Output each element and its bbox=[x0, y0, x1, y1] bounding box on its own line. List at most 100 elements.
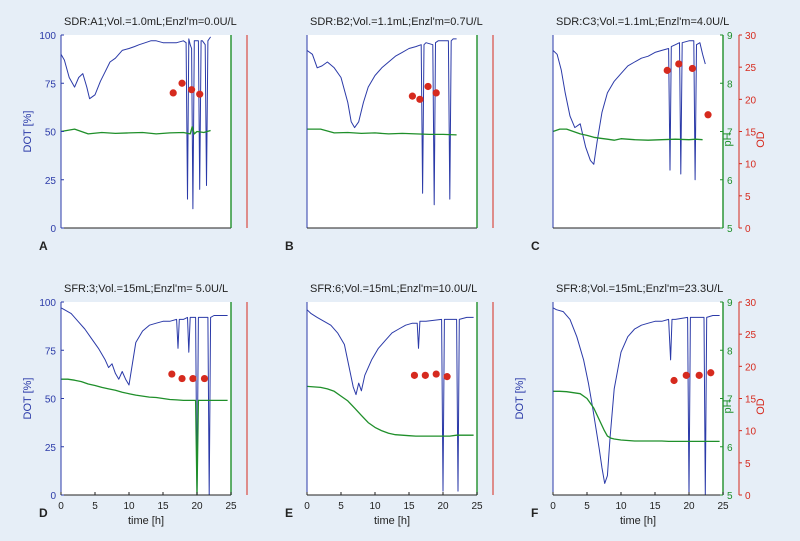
panel-label: B bbox=[285, 239, 294, 253]
ph-axis-label: pH bbox=[722, 132, 734, 146]
y-tick-label: 100 bbox=[39, 31, 56, 42]
panel-b: SDR:B2;Vol.=1.1mL;Enzl'm=0.7U/L B bbox=[285, 16, 494, 253]
panel-title: SDR:C3;Vol.=1.1mL;Enzl'm=4.0U/L bbox=[556, 16, 729, 28]
ph-axis-label: pH bbox=[722, 399, 734, 413]
x-tick-label: 15 bbox=[403, 501, 415, 512]
ph-line bbox=[60, 126, 211, 135]
od-point bbox=[424, 82, 432, 91]
panel-a: SDR:A1;Vol.=1.0mL;Enzl'm=0.0U/L A0 25 50 75 1… bbox=[22, 16, 248, 253]
od-point bbox=[443, 373, 451, 381]
plot-area bbox=[553, 302, 723, 495]
dot-line bbox=[552, 40, 706, 181]
x-axis-label: time [h] bbox=[620, 515, 656, 527]
dot-line bbox=[60, 36, 212, 210]
od-point bbox=[178, 374, 186, 383]
ph-tick-label: 8 bbox=[727, 346, 733, 357]
ph-tick-label: 5 bbox=[727, 491, 733, 502]
od-point bbox=[408, 92, 416, 100]
x-tick-label: 15 bbox=[649, 501, 661, 512]
y-tick-label: 75 bbox=[45, 346, 57, 357]
dot-line bbox=[306, 309, 474, 492]
od-point bbox=[410, 371, 419, 379]
plot-area bbox=[61, 302, 231, 495]
panel-e: SFR:6;Vol.=15mL;Enzl'm=10.0U/L E 0 5 10 15 20 2… bbox=[285, 283, 494, 527]
panel-title: SFR:8;Vol.=15mL;Enzl'm=23.3U/L bbox=[556, 283, 723, 295]
x-tick-label: 5 bbox=[584, 501, 590, 512]
panel-f: SFR:8;Vol.=15mL;Enzl'm=23.3U/L F DOT [%] 0 5… bbox=[514, 283, 767, 527]
plot-area bbox=[553, 35, 723, 228]
od-tick-label: 20 bbox=[745, 362, 757, 373]
od-point bbox=[682, 371, 690, 379]
od-point bbox=[421, 371, 429, 379]
y-tick-label: 50 bbox=[45, 128, 57, 139]
panel-title: SFR:3;Vol.=15mL;Enzl'm= 5.0U/L bbox=[64, 283, 228, 295]
ph-tick-label: 7 bbox=[727, 395, 733, 406]
x-tick-label: 5 bbox=[338, 501, 344, 512]
panel-label: F bbox=[531, 506, 538, 520]
ph-line bbox=[307, 128, 457, 136]
od-point bbox=[196, 90, 204, 98]
panel-title: SFR:6;Vol.=15mL;Enzl'm=10.0U/L bbox=[310, 283, 477, 295]
od-tick-label: 30 bbox=[745, 31, 757, 42]
dot-line bbox=[60, 307, 228, 496]
od-point bbox=[432, 89, 440, 97]
x-tick-label: 15 bbox=[157, 501, 169, 512]
od-point bbox=[200, 374, 209, 383]
x-axis-label: time [h] bbox=[374, 515, 410, 527]
od-tick-label: 10 bbox=[745, 160, 757, 171]
od-point bbox=[416, 95, 424, 103]
y-tick-label: 25 bbox=[45, 176, 57, 187]
y-axis-label: DOT [%] bbox=[514, 378, 526, 420]
od-point bbox=[169, 89, 177, 97]
panel-title: SDR:B2;Vol.=1.1mL;Enzl'm=0.7U/L bbox=[310, 16, 483, 28]
panel-label: A bbox=[39, 239, 48, 253]
od-tick-label: 0 bbox=[745, 491, 751, 502]
od-point bbox=[707, 369, 715, 377]
ph-tick-label: 8 bbox=[727, 79, 733, 90]
od-tick-label: 20 bbox=[745, 95, 757, 106]
x-tick-label: 0 bbox=[550, 501, 556, 512]
panel-label: C bbox=[531, 239, 540, 253]
ph-tick-label: 6 bbox=[727, 176, 733, 187]
ph-line bbox=[553, 390, 720, 443]
od-point bbox=[432, 370, 440, 378]
od-point bbox=[670, 376, 678, 385]
od-axis-label: OD bbox=[755, 398, 767, 415]
y-tick-label: 50 bbox=[45, 395, 57, 406]
x-tick-label: 20 bbox=[191, 501, 203, 512]
y-axis-label: DOT [%] bbox=[22, 378, 34, 420]
od-point bbox=[704, 111, 712, 119]
od-tick-label: 25 bbox=[745, 63, 757, 74]
x-tick-label: 20 bbox=[683, 501, 695, 512]
panel-label: E bbox=[285, 506, 293, 520]
od-tick-label: 15 bbox=[745, 395, 757, 406]
panel-d: SFR:3;Vol.=15mL;Enzl'm= 5.0U/LD025507510… bbox=[22, 283, 248, 527]
x-tick-label: 25 bbox=[225, 501, 237, 512]
x-tick-label: 0 bbox=[304, 501, 310, 512]
ph-tick-label: 7 bbox=[727, 128, 733, 139]
x-axis-label: time [h] bbox=[128, 515, 164, 527]
y-tick-label: 75 bbox=[45, 79, 57, 90]
od-tick-label: 15 bbox=[745, 128, 757, 139]
x-tick-label: 10 bbox=[369, 501, 381, 512]
y-tick-label: 25 bbox=[45, 443, 57, 454]
x-tick-label: 25 bbox=[471, 501, 483, 512]
y-tick-label: 0 bbox=[50, 491, 56, 502]
od-point bbox=[178, 79, 186, 87]
y-tick-label: 0 bbox=[50, 224, 56, 235]
od-tick-label: 5 bbox=[745, 192, 751, 203]
od-point bbox=[187, 86, 196, 94]
ph-tick-label: 6 bbox=[727, 443, 733, 454]
od-point bbox=[688, 64, 697, 73]
ph-tick-label: 9 bbox=[727, 298, 733, 309]
ph-line bbox=[306, 385, 474, 437]
od-tick-label: 30 bbox=[745, 298, 757, 309]
plot-area bbox=[307, 302, 477, 495]
x-tick-label: 25 bbox=[717, 501, 729, 512]
od-point bbox=[189, 374, 197, 383]
od-axis-label: OD bbox=[755, 131, 767, 148]
od-point bbox=[168, 370, 176, 378]
plot-area bbox=[307, 35, 477, 228]
x-tick-label: 5 bbox=[92, 501, 98, 512]
